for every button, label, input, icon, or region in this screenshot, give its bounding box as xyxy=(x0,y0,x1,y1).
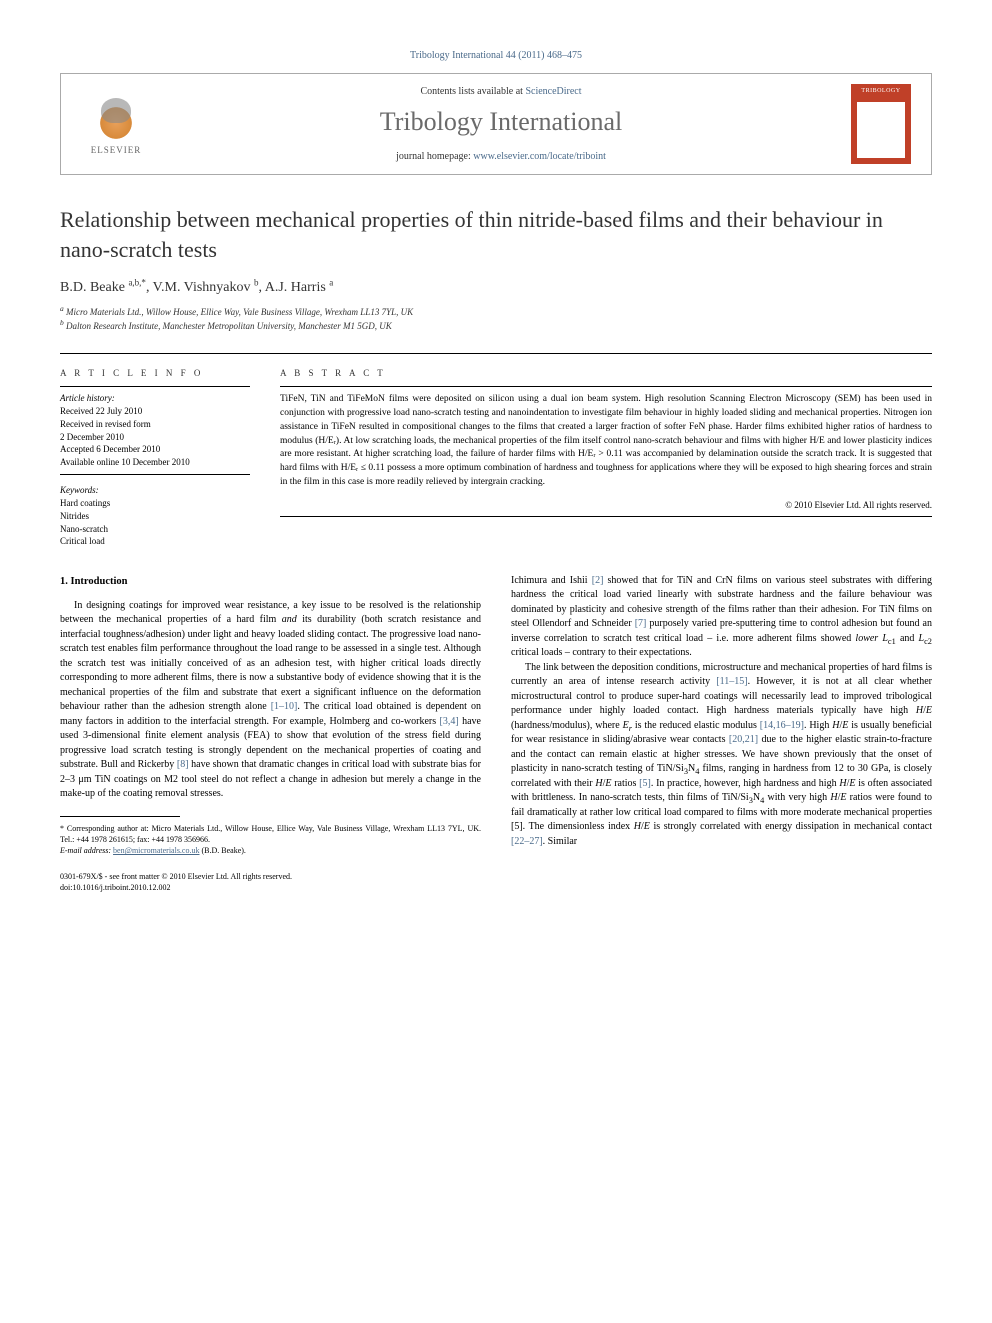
body-columns: 1. Introduction In designing coatings fo… xyxy=(60,574,932,893)
body-paragraph: The link between the deposition conditio… xyxy=(511,661,932,850)
header-center: Contents lists available at ScienceDirec… xyxy=(151,86,851,162)
body-paragraph: Ichimura and Ishii [2] showed that for T… xyxy=(511,574,932,661)
body-column-right: Ichimura and Ishii [2] showed that for T… xyxy=(511,574,932,893)
footnote-separator xyxy=(60,816,180,817)
contents-available-line: Contents lists available at ScienceDirec… xyxy=(151,86,851,97)
keyword-item: Critical load xyxy=(60,535,250,548)
keyword-item: Nitrides xyxy=(60,510,250,523)
article-title: Relationship between mechanical properti… xyxy=(60,205,932,264)
journal-name: Tribology International xyxy=(151,107,851,137)
publisher-name: ELSEVIER xyxy=(91,145,142,155)
abstract-heading: A B S T R A C T xyxy=(280,368,932,378)
divider xyxy=(280,516,932,517)
divider xyxy=(60,474,250,475)
journal-homepage-line: journal homepage: www.elsevier.com/locat… xyxy=(151,151,851,162)
affiliation-b: b Dalton Research Institute, Manchester … xyxy=(60,320,932,334)
keywords-label: Keywords: xyxy=(60,485,250,495)
contents-prefix: Contents lists available at xyxy=(420,86,525,97)
abstract-column: A B S T R A C T TiFeN, TiN and TiFeMoN f… xyxy=(280,368,932,547)
body-paragraph: In designing coatings for improved wear … xyxy=(60,599,481,802)
homepage-prefix: journal homepage: xyxy=(396,151,473,162)
body-column-left: 1. Introduction In designing coatings fo… xyxy=(60,574,481,893)
section-1-heading: 1. Introduction xyxy=(60,574,481,589)
history-revised-line1: Received in revised form xyxy=(60,418,250,431)
article-info-column: A R T I C L E I N F O Article history: R… xyxy=(60,368,250,547)
authors-list: B.D. Beake a,b,*, V.M. Vishnyakov b, A.J… xyxy=(60,280,932,296)
abstract-text: TiFeN, TiN and TiFeMoN films were deposi… xyxy=(280,393,932,489)
journal-citation: Tribology International 44 (2011) 468–47… xyxy=(60,50,932,61)
corr-label: * Corresponding author at: xyxy=(60,824,152,833)
article-info-heading: A R T I C L E I N F O xyxy=(60,368,250,378)
article-history-label: Article history: xyxy=(60,393,250,403)
keyword-item: Nano-scratch xyxy=(60,523,250,536)
divider xyxy=(60,386,250,387)
elsevier-tree-icon xyxy=(91,93,141,143)
history-online: Available online 10 December 2010 xyxy=(60,456,250,469)
history-received: Received 22 July 2010 xyxy=(60,405,250,418)
sciencedirect-link[interactable]: ScienceDirect xyxy=(525,86,581,97)
bottom-meta: 0301-679X/$ - see front matter © 2010 El… xyxy=(60,871,481,893)
affiliations: a Micro Materials Ltd., Willow House, El… xyxy=(60,306,932,333)
corresponding-author-footnote: * Corresponding author at: Micro Materia… xyxy=(60,823,481,845)
keyword-item: Hard coatings xyxy=(60,497,250,510)
journal-header: ELSEVIER Contents lists available at Sci… xyxy=(60,73,932,175)
journal-cover-thumbnail xyxy=(851,84,911,164)
doi-line: doi:10.1016/j.triboint.2010.12.002 xyxy=(60,882,481,893)
divider xyxy=(280,386,932,387)
journal-homepage-link[interactable]: www.elsevier.com/locate/triboint xyxy=(473,151,606,162)
email-label: E-mail address: xyxy=(60,846,113,855)
author-email-link[interactable]: ben@micromaterials.co.uk xyxy=(113,846,199,855)
front-matter-line: 0301-679X/$ - see front matter © 2010 El… xyxy=(60,871,481,882)
history-revised-line2: 2 December 2010 xyxy=(60,431,250,444)
footnotes: * Corresponding author at: Micro Materia… xyxy=(60,823,481,857)
history-accepted: Accepted 6 December 2010 xyxy=(60,443,250,456)
email-footnote: E-mail address: ben@micromaterials.co.uk… xyxy=(60,845,481,856)
affiliation-a: a Micro Materials Ltd., Willow House, El… xyxy=(60,306,932,320)
email-suffix: (B.D. Beake). xyxy=(199,846,245,855)
abstract-copyright: © 2010 Elsevier Ltd. All rights reserved… xyxy=(280,500,932,510)
elsevier-logo: ELSEVIER xyxy=(81,84,151,164)
